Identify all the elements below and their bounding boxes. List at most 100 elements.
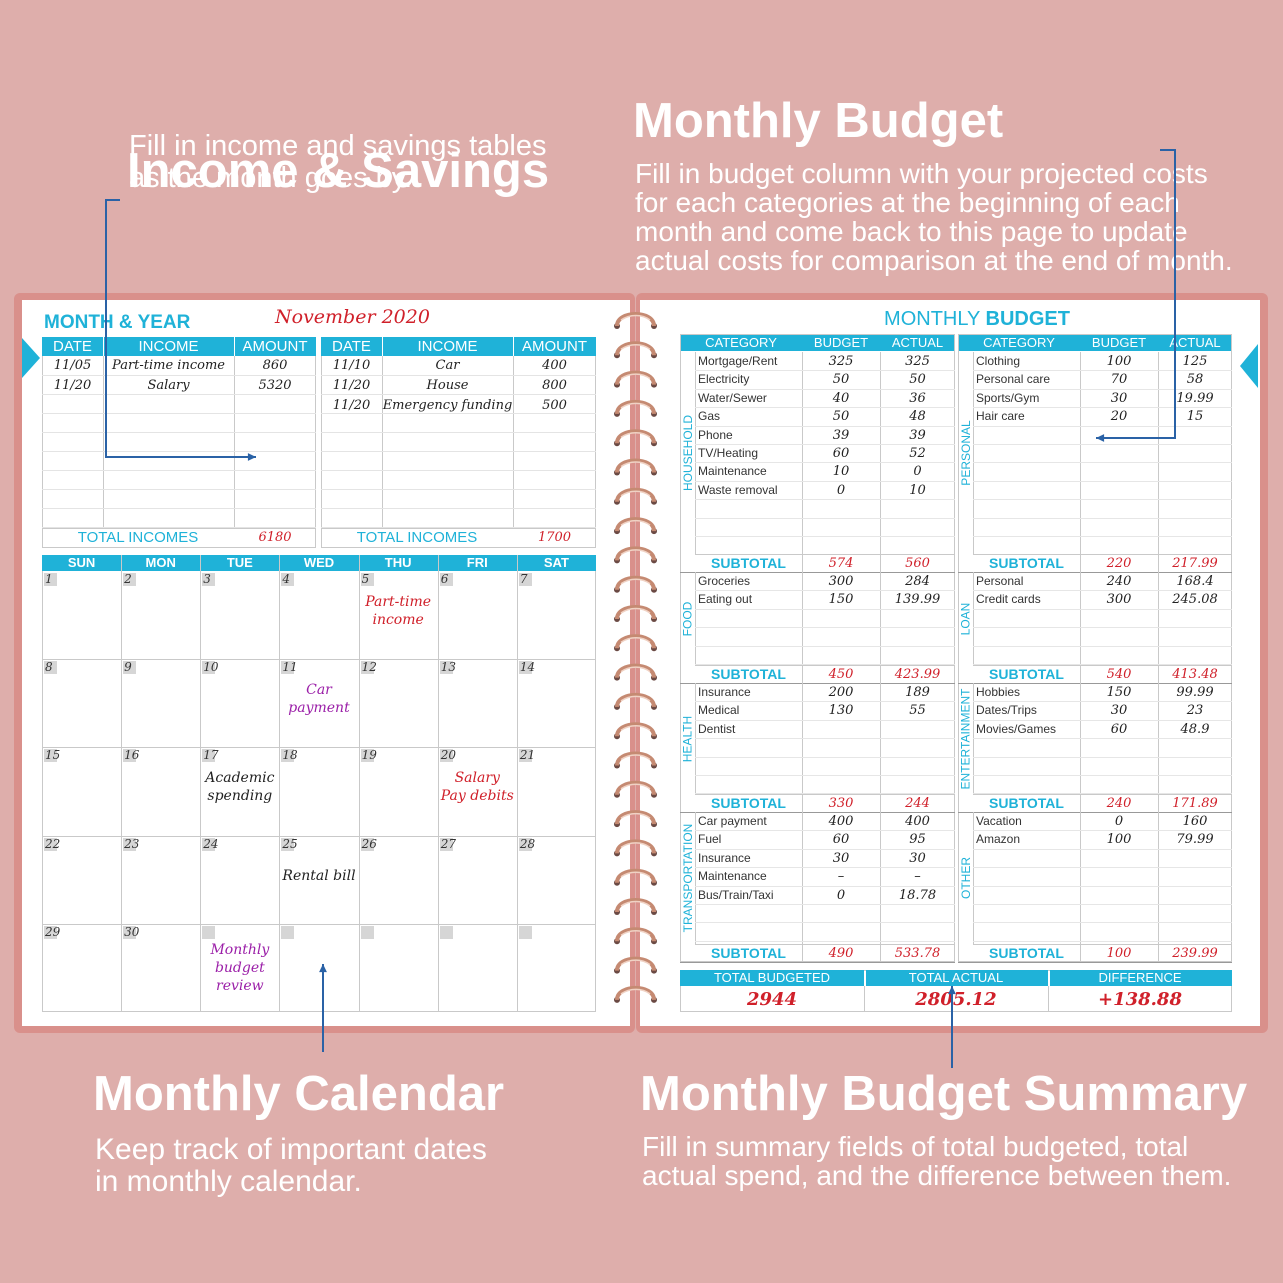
rule — [695, 830, 955, 832]
date-box — [439, 749, 453, 763]
budget-value: 300 — [828, 574, 854, 589]
rule — [695, 480, 955, 482]
heading-title: Income & Savings — [127, 144, 550, 198]
budget-value: 240 — [1106, 574, 1132, 589]
section-label: FOOD — [680, 601, 695, 636]
subtotal-label: SUBTOTAL — [989, 666, 1064, 682]
summary-label: TOTAL ACTUAL — [908, 970, 1004, 985]
budget-value: 10 — [832, 464, 850, 480]
category: Gas — [698, 409, 721, 424]
rule — [880, 683, 881, 812]
column-header: AMOUNT — [522, 338, 587, 355]
rule — [321, 527, 596, 528]
subtotal-budget: 450 — [828, 667, 854, 682]
column-header: INCOME — [138, 338, 199, 355]
rule — [958, 812, 1232, 813]
subtotal-label: SUBTOTAL — [711, 555, 786, 571]
heading-text: Fill in summary fields of total budgeted… — [642, 1131, 1189, 1162]
column-header: CATEGORY — [983, 335, 1055, 350]
rule — [958, 962, 1232, 963]
rule — [695, 536, 955, 537]
header-bg — [42, 555, 596, 571]
date-box — [44, 661, 57, 675]
rule — [973, 627, 1232, 629]
day-header: WED — [303, 555, 335, 570]
cell: 860 — [262, 358, 288, 373]
subtotal-actual: 239.99 — [1172, 946, 1218, 961]
date-box — [281, 749, 295, 763]
date: 19 — [361, 748, 377, 763]
heading-text: as the month goes by. — [129, 162, 413, 194]
rule — [42, 451, 316, 452]
category: Car payment — [698, 814, 767, 828]
rule — [973, 645, 1232, 647]
rule — [973, 904, 1232, 905]
date-box — [202, 573, 216, 586]
rule — [103, 356, 104, 528]
actual-value: 245.08 — [1172, 592, 1218, 608]
rule — [1080, 683, 1081, 812]
date-box — [123, 837, 137, 851]
rule — [695, 794, 955, 795]
date-box — [439, 925, 453, 939]
rule — [695, 517, 955, 519]
summary-value: +138.88 — [1098, 989, 1182, 1010]
budget-value: 50 — [832, 409, 850, 425]
actual-value: 10 — [909, 482, 926, 498]
rule — [973, 812, 974, 944]
rule — [321, 413, 596, 414]
rule — [695, 572, 696, 665]
cell: 400 — [542, 358, 567, 373]
date: 9 — [124, 660, 132, 675]
rule — [973, 554, 1232, 555]
budget-value: 30 — [1110, 703, 1128, 719]
date: 3 — [203, 572, 211, 586]
cell: 11/10 — [332, 358, 371, 373]
rule — [680, 962, 955, 963]
rule — [382, 356, 383, 528]
rule — [695, 499, 955, 501]
note: Salary — [454, 770, 500, 787]
block-border — [958, 334, 1232, 962]
budget-value: 70 — [1110, 372, 1128, 388]
section-label: HEALTH — [680, 715, 695, 762]
cell: Car — [435, 358, 460, 373]
rule — [695, 425, 955, 427]
subtotal-budget: 220 — [1106, 556, 1132, 571]
rule — [958, 683, 1232, 684]
column-header: ACTUAL — [1169, 335, 1221, 350]
rule — [973, 885, 1232, 887]
header-bg — [1050, 970, 1232, 986]
date-box — [518, 661, 532, 675]
date-box — [44, 837, 57, 851]
rule — [321, 489, 596, 490]
rule — [958, 572, 1232, 573]
date-box — [123, 661, 137, 675]
date: 20 — [440, 748, 456, 763]
rule — [973, 590, 1232, 592]
date-box — [281, 837, 295, 851]
budget-value: 60 — [1110, 721, 1128, 737]
note: Car — [306, 682, 332, 699]
date-box — [202, 661, 216, 675]
subtotal-actual: 533.78 — [894, 946, 941, 961]
rule — [695, 940, 955, 942]
rule — [973, 352, 974, 554]
rule — [695, 627, 955, 629]
rule — [42, 923, 596, 925]
cell: Part-time income — [112, 358, 225, 373]
actual-value: 160 — [1182, 814, 1208, 829]
column-header: DATE — [332, 338, 371, 355]
subtotal-budget: 490 — [828, 946, 854, 961]
rule — [42, 528, 316, 529]
subtotal-actual: 560 — [905, 556, 930, 571]
rule — [973, 608, 1232, 610]
rule — [973, 793, 1232, 795]
section-label: LOAN — [958, 602, 973, 635]
heading-text: month and come back to this page to upda… — [635, 216, 1188, 247]
date: 12 — [361, 660, 377, 675]
rule — [695, 756, 955, 758]
rule — [864, 986, 865, 1012]
cell: House — [426, 378, 469, 393]
rule — [695, 388, 955, 390]
